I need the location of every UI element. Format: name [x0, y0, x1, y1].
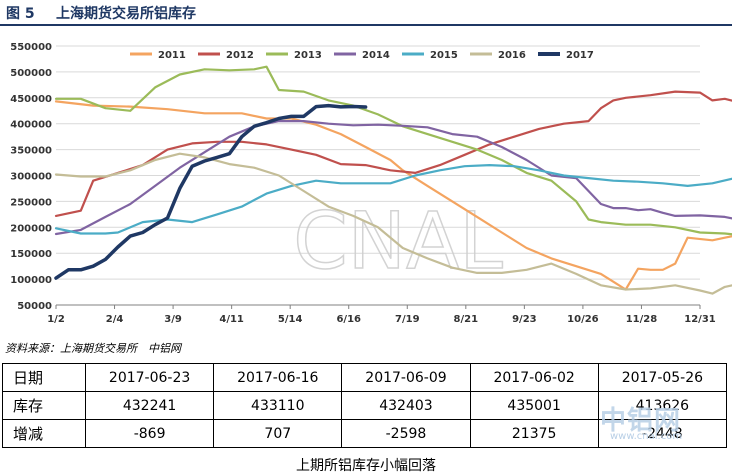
legend-label-2015: 2015: [430, 50, 458, 61]
figure-caption: 上期所铝库存小幅回落: [296, 458, 436, 474]
y-tick-label: 450000: [10, 94, 52, 105]
table-row-stock: 库存 432241 433110 432403 435001 413626: [2, 391, 728, 420]
cell-stock-1: 433110: [213, 391, 343, 420]
aluminum-inventory-line-chart: 550000 500000 450000 400000 350000 300000 2500…: [10, 42, 732, 325]
table-row-change: 增减 -869 707 -2598 21375 -2448: [2, 419, 728, 448]
legend-label-2017: 2017: [566, 50, 594, 61]
x-tick-label: 9/23: [512, 314, 537, 325]
cell-date-0: 2017-06-23: [84, 363, 215, 392]
y-tick-label: 350000: [10, 146, 52, 157]
y-tick-label: 100000: [10, 275, 52, 286]
x-tick-label: 11/28: [626, 314, 658, 325]
header-rule: [0, 24, 732, 26]
legend-label-2012: 2012: [226, 50, 254, 61]
row-label-change: 增减: [2, 419, 86, 448]
x-tick-label: 4/11: [219, 314, 244, 325]
legend-label-2014: 2014: [362, 50, 390, 61]
x-tick-label: 7/19: [395, 314, 420, 325]
figure-title: 上海期货交易所铝库存: [56, 6, 196, 22]
x-tick-label: 3/9: [164, 314, 182, 325]
cell-stock-2: 432403: [341, 391, 471, 420]
cell-change-1: 707: [213, 419, 343, 448]
cnal-logo-watermark: 中铝网: [600, 406, 682, 436]
cell-change-4: -2448: [597, 419, 728, 448]
cell-change-2: -2598: [341, 419, 471, 448]
legend-label-2016: 2016: [498, 50, 526, 61]
cell-stock-4: 413626: [597, 391, 728, 420]
legend-label-2013: 2013: [294, 50, 322, 61]
cell-change-0: -869: [84, 419, 215, 448]
cell-stock-3: 435001: [469, 391, 599, 420]
row-label-stock: 库存: [2, 391, 86, 420]
series-line-2016: [54, 152, 732, 295]
y-tick-label: 500000: [10, 68, 52, 79]
y-tick-label: 250000: [10, 197, 52, 208]
x-tick-label: 10/26: [567, 314, 599, 325]
y-tick-label: 550000: [10, 42, 52, 53]
inventory-table: 日期 2017-06-23 2017-06-16 2017-06-09 2017…: [2, 363, 728, 448]
x-tick-label: 6/16: [336, 314, 361, 325]
series-line-2011: [54, 100, 732, 291]
cell-stock-0: 432241: [84, 391, 215, 420]
y-tick-label: 200000: [10, 223, 52, 234]
x-tick-label: 12/31: [684, 314, 716, 325]
cell-date-1: 2017-06-16: [213, 363, 343, 392]
figure-header: 图 5 上海期货交易所铝库存: [0, 0, 732, 26]
series-line-2014: [54, 119, 732, 236]
source-note: 资料来源：上海期货交易所 中铝网: [5, 342, 181, 355]
y-tick-label: 300000: [10, 172, 52, 183]
x-tick-label: 2/4: [106, 314, 124, 325]
series-line-2017: [54, 103, 368, 280]
cell-date-3: 2017-06-02: [469, 363, 599, 392]
cnal-watermark: CNAL: [293, 197, 503, 287]
x-tick-label: 5/14: [278, 314, 303, 325]
x-tick-label: 1/2: [47, 314, 65, 325]
cnal-logo-url: www.cnal.com: [610, 431, 683, 442]
row-label-date: 日期: [2, 363, 86, 392]
figure-number: 图 5: [6, 6, 35, 22]
legend-label-2011: 2011: [158, 50, 186, 61]
y-tick-label: 400000: [10, 120, 52, 131]
y-tick-label: 150000: [10, 249, 52, 260]
cell-date-2: 2017-06-09: [341, 363, 471, 392]
series-line-2012: [54, 90, 732, 217]
x-tick-label: 8/21: [454, 314, 479, 325]
cell-date-4: 2017-05-26: [597, 363, 728, 392]
table-row-date: 日期 2017-06-23 2017-06-16 2017-06-09 2017…: [2, 363, 728, 392]
y-tick-label: 50000: [17, 301, 52, 312]
cell-change-3: 21375: [469, 419, 599, 448]
